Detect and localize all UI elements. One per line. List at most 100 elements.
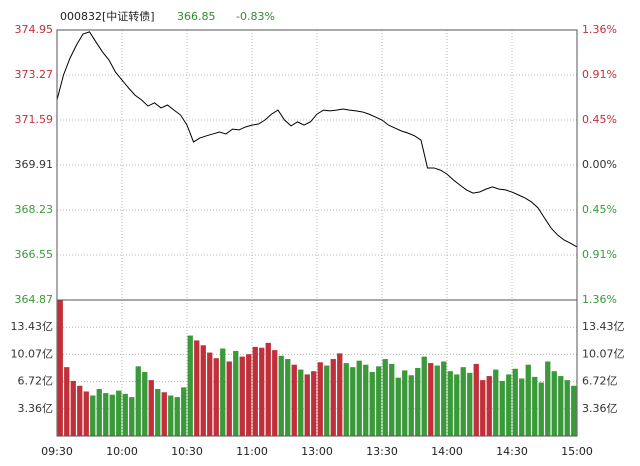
volume-bar bbox=[428, 363, 434, 436]
volume-tick-label: 6.72亿 bbox=[582, 375, 618, 388]
volume-bar bbox=[402, 370, 408, 436]
volume-bar bbox=[480, 380, 486, 436]
volume-bar bbox=[272, 350, 278, 436]
y-tick-label: 374.95 bbox=[15, 23, 54, 36]
volume-bar bbox=[226, 361, 232, 436]
volume-bar bbox=[207, 352, 213, 436]
volume-bar bbox=[506, 374, 512, 436]
volume-bar bbox=[304, 374, 310, 436]
y-tick-label: 369.91 bbox=[15, 158, 54, 171]
volume-bar bbox=[447, 371, 453, 436]
volume-bar bbox=[122, 393, 128, 436]
change-percent: -0.83% bbox=[236, 10, 275, 23]
x-tick-label: 13:30 bbox=[366, 445, 398, 458]
volume-bar bbox=[330, 359, 336, 436]
volume-bar bbox=[109, 394, 115, 436]
volume-bar bbox=[551, 371, 557, 436]
volume-bar bbox=[356, 360, 362, 436]
volume-bar bbox=[239, 356, 245, 436]
volume-bar bbox=[200, 345, 206, 436]
volume-frame bbox=[56, 299, 578, 437]
volume-bar bbox=[571, 385, 577, 436]
volume-bar bbox=[363, 364, 369, 436]
volume-bar bbox=[382, 359, 388, 436]
volume-bar bbox=[148, 380, 154, 436]
volume-bar bbox=[168, 395, 174, 436]
volume-bar bbox=[376, 366, 382, 436]
volume-bar bbox=[233, 350, 239, 436]
volume-bar bbox=[434, 365, 440, 436]
price-line bbox=[56, 31, 578, 248]
volume-bar bbox=[499, 380, 505, 436]
volume-bar bbox=[324, 365, 330, 436]
x-tick-label: 13:00 bbox=[301, 445, 333, 458]
volume-bar bbox=[415, 367, 421, 436]
last-price: 366.85 bbox=[177, 10, 216, 23]
y2-tick-label: 0.91% bbox=[582, 68, 617, 81]
y2-tick-label: 1.36% bbox=[582, 23, 617, 36]
volume-bar bbox=[161, 392, 167, 436]
volume-bar bbox=[252, 346, 258, 436]
volume-bar bbox=[369, 372, 375, 436]
x-tick-label: 14:00 bbox=[431, 445, 463, 458]
volume-bar bbox=[317, 362, 323, 436]
volume-bar bbox=[103, 393, 109, 436]
volume-bar bbox=[558, 376, 564, 436]
x-tick-label: 10:00 bbox=[106, 445, 138, 458]
volume-bar bbox=[57, 300, 63, 436]
volume-bar bbox=[525, 364, 531, 436]
volume-bar bbox=[213, 358, 219, 436]
volume-tick-label: 6.72亿 bbox=[18, 375, 54, 388]
volume-bar bbox=[129, 397, 135, 436]
volume-bar bbox=[395, 377, 401, 436]
volume-tick-label: 13.43亿 bbox=[582, 320, 625, 333]
volume-bar bbox=[350, 367, 356, 436]
volume-bar bbox=[77, 385, 83, 436]
volume-bar bbox=[96, 389, 102, 436]
y2-tick-label: 0.00% bbox=[582, 158, 617, 171]
y2-tick-label: 0.45% bbox=[582, 113, 617, 126]
volume-bar bbox=[473, 363, 479, 436]
volume-bar bbox=[187, 335, 193, 436]
volume-bar bbox=[545, 361, 551, 436]
volume-bar bbox=[519, 378, 525, 436]
volume-bar bbox=[421, 356, 427, 436]
y-tick-label: 373.27 bbox=[15, 68, 54, 81]
volume-bar bbox=[532, 376, 538, 436]
volume-bar bbox=[64, 367, 70, 436]
volume-bar bbox=[467, 372, 473, 436]
volume-bar bbox=[220, 348, 226, 436]
volume-bar bbox=[285, 359, 291, 436]
x-tick-label: 15:00 bbox=[561, 445, 593, 458]
volume-bar bbox=[90, 395, 96, 436]
volume-bar bbox=[337, 353, 343, 436]
volume-bar bbox=[343, 363, 349, 436]
volume-bar bbox=[493, 369, 499, 436]
y2-tick-label: 0.91% bbox=[582, 248, 617, 261]
volume-bar bbox=[265, 342, 271, 436]
volume-bar bbox=[291, 364, 297, 436]
x-tick-label: 11:00 bbox=[236, 445, 268, 458]
y2-tick-label: 0.45% bbox=[582, 203, 617, 216]
y-tick-label: 364.87 bbox=[15, 293, 54, 306]
volume-tick-label: 13.43亿 bbox=[11, 320, 54, 333]
volume-bar bbox=[298, 369, 304, 436]
volume-bar bbox=[135, 366, 141, 436]
volume-bar bbox=[83, 391, 89, 436]
volume-bar bbox=[564, 380, 570, 436]
volume-bar bbox=[311, 371, 317, 436]
volume-bar bbox=[142, 372, 148, 436]
x-tick-label: 14:30 bbox=[496, 445, 528, 458]
volume-bar bbox=[174, 397, 180, 436]
y-tick-label: 366.55 bbox=[15, 248, 54, 261]
volume-bar bbox=[116, 390, 122, 436]
y2-tick-label: 1.36% bbox=[582, 293, 617, 306]
volume-tick-label: 10.07亿 bbox=[11, 347, 54, 360]
volume-tick-label: 3.36亿 bbox=[582, 402, 618, 415]
x-tick-label: 10:30 bbox=[171, 445, 203, 458]
volume-bar bbox=[194, 340, 200, 436]
volume-bar bbox=[512, 368, 518, 436]
x-tick-label: 09:30 bbox=[41, 445, 73, 458]
volume-bar bbox=[460, 367, 466, 436]
